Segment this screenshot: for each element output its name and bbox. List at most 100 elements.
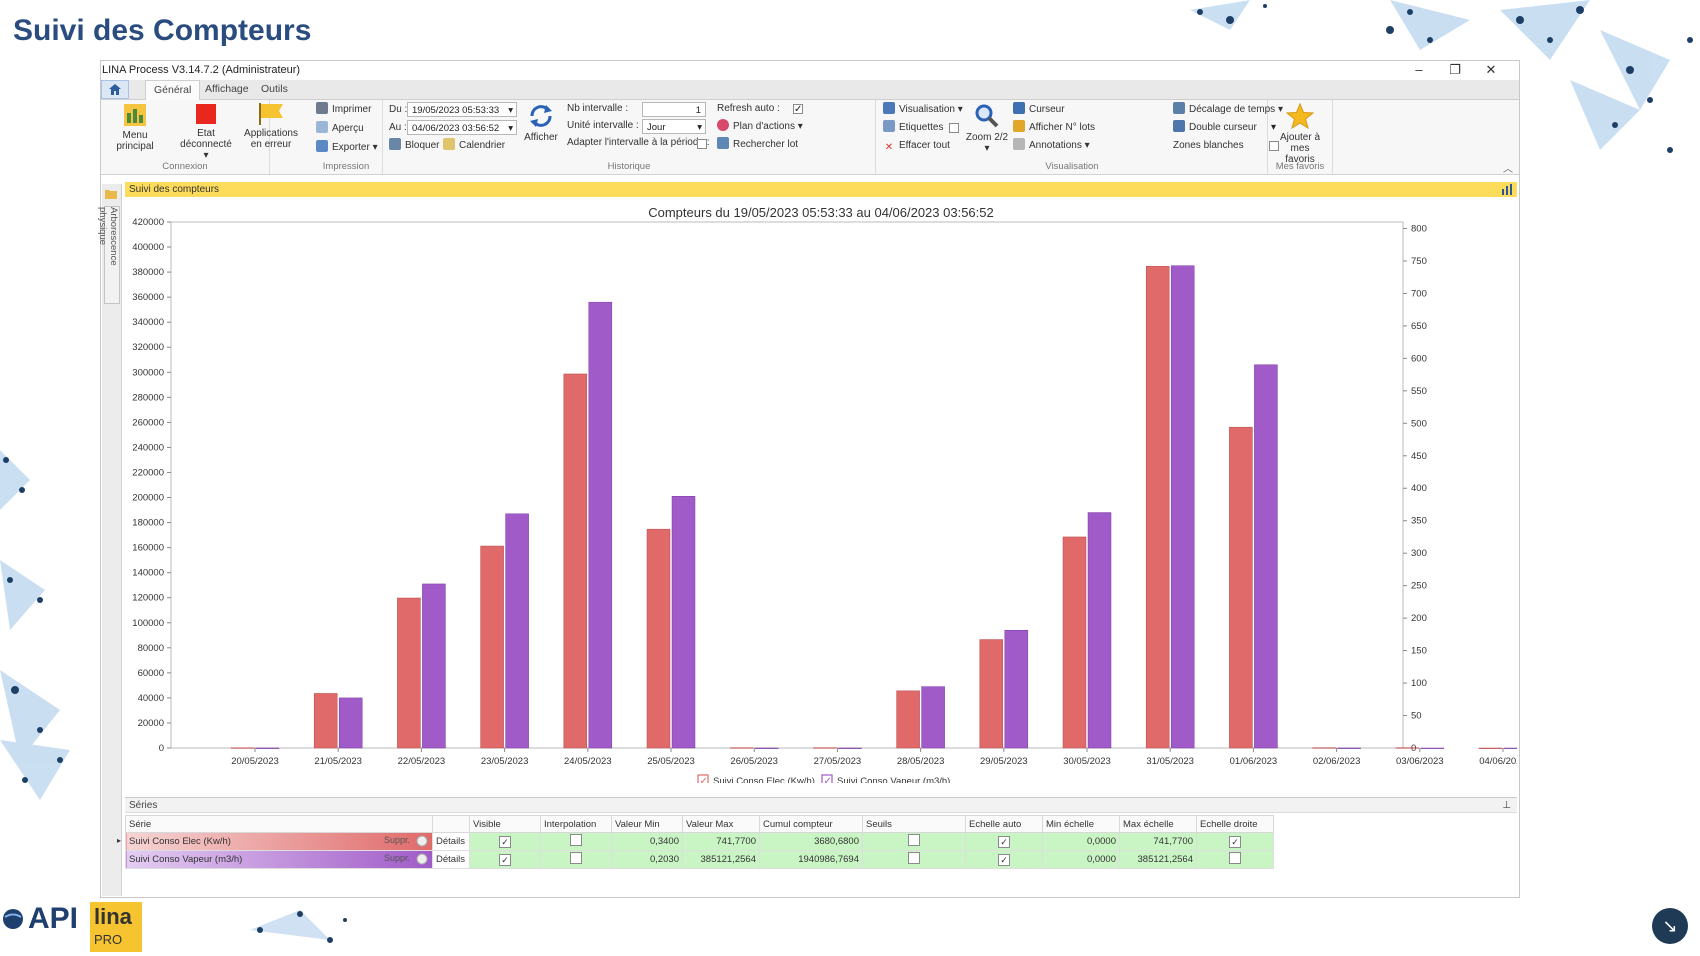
left-axis-tick-label: 140000 xyxy=(132,568,164,579)
x-axis-tick-label: 23/05/2023 xyxy=(481,756,529,767)
ribbon-tabs: Général Affichage Outils xyxy=(101,80,1519,100)
legend-checkbox[interactable] xyxy=(697,774,709,783)
legend-check-mark-icon: ✓ xyxy=(700,776,708,783)
zones-blanches-checkbox[interactable] xyxy=(1269,141,1279,151)
effacer-tout-label: Effacer tout xyxy=(899,140,950,151)
etat-deconnecte-button[interactable]: Etat déconnecté ▾ xyxy=(171,103,241,161)
series-name-cell[interactable]: Suivi Conso Vapeur (m3/h) Suppr. xyxy=(125,850,433,869)
plot-area-frame xyxy=(170,221,1404,749)
pin-icon[interactable]: ⊥ xyxy=(1502,800,1511,811)
valeur-min: 0,3400 xyxy=(611,832,683,851)
cumul-compteur: 1940986,7694 xyxy=(759,850,863,869)
exporter-button[interactable]: Exporter ▾ xyxy=(316,140,378,156)
rechercher-lot-label: Rechercher lot xyxy=(733,139,799,150)
etiquettes-checkbox[interactable] xyxy=(949,123,959,133)
echelle-droite-checkbox[interactable]: ✓ xyxy=(1196,832,1274,851)
table-row[interactable]: Suivi Conso Vapeur (m3/h) Suppr. Détails… xyxy=(125,850,1274,869)
table-row[interactable]: ▸ Suivi Conso Elec (Kw/h) Suppr. Détails… xyxy=(117,832,1274,851)
collapse-ribbon-icon[interactable]: ︿ xyxy=(1503,164,1513,175)
au-date-value: 04/06/2023 03:56:52 xyxy=(412,123,500,134)
refresh-auto-checkbox[interactable]: ✓ xyxy=(793,104,803,115)
arborescence-tab[interactable]: Arborescence physique xyxy=(97,206,120,304)
du-dropdown-icon: ▾ xyxy=(508,105,513,116)
visible-checkbox[interactable]: ✓ xyxy=(469,832,541,851)
details-link[interactable]: Détails xyxy=(432,850,470,869)
tab-outils[interactable]: Outils xyxy=(261,83,288,95)
imprimer-button[interactable]: Imprimer xyxy=(316,102,371,118)
bar-vapeur xyxy=(754,747,779,749)
adapter-intervalle-checkbox[interactable] xyxy=(697,139,707,149)
bar-vapeur xyxy=(1004,630,1029,749)
details-link[interactable]: Détails xyxy=(432,832,470,851)
bloquer-label: Bloquer xyxy=(405,140,440,151)
bloquer-button[interactable]: Bloquer xyxy=(389,138,439,154)
api-logo: API xyxy=(2,902,88,942)
max-echelle[interactable]: 741,7700 xyxy=(1119,832,1197,851)
afficher-lots-button[interactable]: Afficher N° lots xyxy=(1013,120,1095,136)
x-axis-tick-label: 30/05/2023 xyxy=(1063,756,1111,767)
left-axis-tick-label: 340000 xyxy=(132,317,164,328)
afficher-button[interactable]: Afficher xyxy=(521,103,561,143)
left-axis-tick-label: 20000 xyxy=(138,718,164,729)
decalage-temps-button[interactable]: Décalage de temps ▾ xyxy=(1173,102,1283,118)
double-curseur-dropdown-icon[interactable]: ▾ xyxy=(1271,122,1277,133)
effacer-tout-button[interactable]: ✕ Effacer tout xyxy=(883,138,950,154)
unite-intervalle-select[interactable]: Jour ▾ xyxy=(642,119,706,134)
seuils-checkbox[interactable] xyxy=(862,832,966,851)
close-button[interactable]: ✕ xyxy=(1485,62,1497,77)
ajouter-favoris-button[interactable]: Ajouter à mes favoris xyxy=(1270,103,1330,165)
applications-erreur-label: Applications en erreur xyxy=(244,128,298,150)
bar-vapeur xyxy=(1503,747,1517,749)
color-picker-icon[interactable] xyxy=(416,853,428,865)
etiquettes-button[interactable]: Etiquettes xyxy=(883,120,943,136)
seuils-checkbox[interactable] xyxy=(862,850,966,869)
double-curseur-button[interactable]: Double curseur xyxy=(1173,120,1257,136)
x-axis-tick-label: 21/05/2023 xyxy=(314,756,362,767)
cursor-icon xyxy=(1013,102,1025,114)
suppr-button[interactable]: Suppr. xyxy=(383,853,410,863)
max-echelle[interactable]: 385121,2564 xyxy=(1119,850,1197,869)
du-date-field[interactable]: 19/05/2023 05:53:33 ▾ xyxy=(407,102,517,117)
echelle-auto-checkbox[interactable]: ✓ xyxy=(965,832,1043,851)
suppr-button[interactable]: Suppr. xyxy=(383,835,410,845)
color-picker-icon[interactable] xyxy=(416,835,428,847)
chart-settings-icon[interactable] xyxy=(1501,184,1513,195)
echelle-droite-checkbox[interactable] xyxy=(1196,850,1274,869)
tab-affichage[interactable]: Affichage xyxy=(205,83,249,95)
home-tab[interactable] xyxy=(101,80,129,99)
curseur-button[interactable]: Curseur xyxy=(1013,102,1065,118)
interpolation-checkbox[interactable] xyxy=(540,850,612,869)
visible-checkbox[interactable]: ✓ xyxy=(469,850,541,869)
min-echelle[interactable]: 0,0000 xyxy=(1042,850,1120,869)
minimize-button[interactable]: – xyxy=(1415,62,1423,77)
tab-general[interactable]: Général xyxy=(145,80,201,100)
min-echelle[interactable]: 0,0000 xyxy=(1042,832,1120,851)
next-slide-button[interactable]: ↘ xyxy=(1652,908,1688,944)
annotations-button[interactable]: Annotations ▾ xyxy=(1013,138,1090,154)
col-visible: Visible xyxy=(469,815,541,833)
bar-elec xyxy=(979,639,1004,749)
calendrier-button[interactable]: Calendrier xyxy=(443,138,505,154)
series-name-cell[interactable]: ▸ Suivi Conso Elec (Kw/h) Suppr. xyxy=(117,832,433,851)
plan-actions-button[interactable]: Plan d'actions ▾ xyxy=(717,119,803,135)
right-axis-tick-label: 250 xyxy=(1411,581,1427,592)
interpolation-checkbox[interactable] xyxy=(540,832,612,851)
applications-erreur-button[interactable]: Applications en erreur xyxy=(235,103,307,150)
zoom-button[interactable]: Zoom 2/2 ▾ xyxy=(965,103,1009,154)
right-axis-tick-label: 650 xyxy=(1411,321,1427,332)
arrow-down-right-icon: ↘ xyxy=(1662,916,1678,936)
maximize-button[interactable]: ❐ xyxy=(1449,62,1461,77)
au-date-field[interactable]: 04/06/2023 03:56:52 ▾ xyxy=(407,120,517,135)
bar-vapeur xyxy=(1254,364,1278,749)
network-decoration-top xyxy=(1190,0,1693,153)
visualisation-button[interactable]: Visualisation ▾ xyxy=(883,102,963,118)
left-axis-tick-label: 280000 xyxy=(132,392,164,403)
echelle-auto-checkbox[interactable]: ✓ xyxy=(965,850,1043,869)
apercu-button[interactable]: Aperçu xyxy=(316,121,364,137)
menu-principal-button[interactable]: Menu principal xyxy=(105,103,165,152)
lina-logo-text: lina xyxy=(94,904,132,929)
x-axis-tick-label: 01/06/2023 xyxy=(1230,756,1278,767)
rechercher-lot-button[interactable]: Rechercher lot xyxy=(717,137,798,153)
nb-intervalle-input[interactable]: 1 xyxy=(642,102,706,117)
legend-checkbox[interactable] xyxy=(821,774,833,783)
